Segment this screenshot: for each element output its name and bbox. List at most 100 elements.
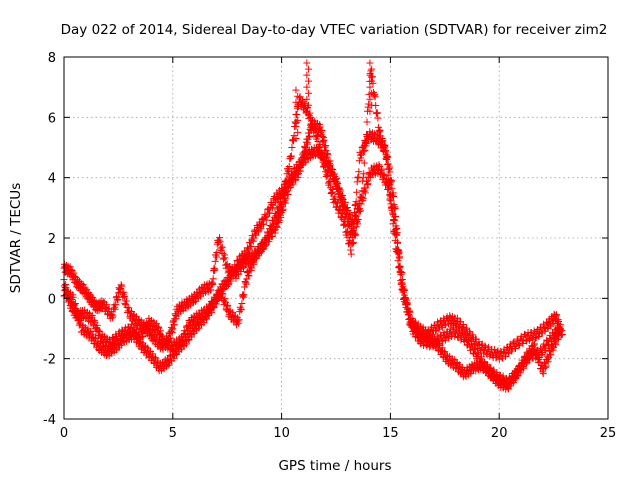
data-point [158,332,166,340]
data-point [374,114,382,122]
data-point [509,378,517,386]
data-point [219,290,227,298]
data-point [314,131,322,139]
data-point [219,255,227,263]
data-point [366,95,374,103]
data-point [292,86,300,94]
data-point [227,277,235,285]
data-point [350,208,358,216]
data-point [356,148,364,156]
data-point [391,236,399,244]
data-point [394,257,402,265]
data-point [344,233,352,241]
data-point [341,221,349,229]
data-point [350,220,358,228]
data-point [313,132,321,140]
data-point [371,93,379,101]
data-point [396,268,404,276]
data-point [292,98,300,106]
data-point [305,101,313,109]
data-point [315,144,323,152]
data-point [217,247,225,255]
data-point [210,304,218,312]
data-point [359,194,367,202]
x-axis-label: GPS time / hours [278,458,391,474]
data-point [398,269,406,277]
data-point [87,293,95,301]
data-point [200,319,208,327]
data-point [554,334,562,342]
data-point [396,253,404,261]
data-point [401,294,409,302]
data-point [237,306,245,314]
data-point [347,250,355,258]
data-point [157,331,165,339]
data-point [292,122,300,130]
data-point [294,173,302,181]
data-point [74,308,82,316]
data-point [294,116,302,124]
data-point [113,296,121,304]
data-point [366,59,374,67]
data-point [330,170,338,178]
data-point [207,286,215,294]
data-point [318,126,326,134]
data-point [388,203,396,211]
data-point [519,339,527,347]
data-point [543,352,551,360]
data-point [517,366,525,374]
data-point [364,103,372,111]
data-point [257,225,265,233]
data-point [541,363,549,371]
data-point [340,221,348,229]
data-point [355,168,363,176]
data-point [514,371,522,379]
data-point [469,331,477,339]
data-point [375,161,383,169]
data-point [338,210,346,218]
data-point [306,113,314,121]
data-point [535,332,543,340]
data-point [351,201,359,209]
data-point [363,118,371,126]
data-point [305,77,313,85]
data-point [339,216,347,224]
data-point [108,314,116,322]
data-point [149,350,157,358]
data-point [381,141,389,149]
data-point [244,249,252,257]
data-point [112,301,120,309]
data-point [393,248,401,256]
data-point [266,222,274,230]
data-point [241,283,249,291]
data-point [432,326,440,334]
data-point [303,107,311,115]
data-point [533,348,541,356]
data-point [268,200,276,208]
data-point [118,282,126,290]
data-point [243,244,251,252]
data-point [544,341,552,349]
data-point [284,166,292,174]
data-point [337,195,345,203]
data-point [219,250,227,258]
data-point [262,216,270,224]
data-point [343,211,351,219]
data-point [391,230,399,238]
data-point [355,208,363,216]
data-point [335,185,343,193]
data-point [170,321,178,329]
y-tick-label: 4 [48,172,56,187]
data-point [542,362,550,370]
data-point [384,171,392,179]
data-point [216,238,224,246]
data-point [353,188,361,196]
data-point [346,222,354,230]
data-point [237,268,245,276]
data-point [314,138,322,146]
data-point [278,193,286,201]
x-tick-label: 10 [273,426,290,441]
data-point [441,321,449,329]
data-point [278,201,286,209]
data-point [318,150,326,158]
